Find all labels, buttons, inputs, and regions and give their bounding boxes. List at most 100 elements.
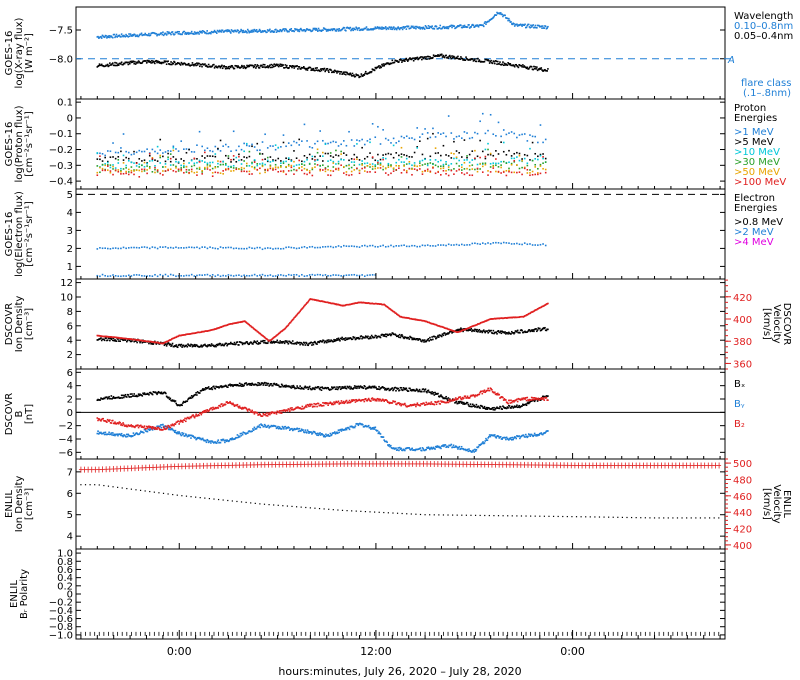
data-point	[437, 392, 439, 395]
data-point	[485, 58, 488, 61]
data-point	[269, 156, 272, 158]
data-point	[200, 63, 203, 66]
data-point	[523, 167, 526, 170]
data-point	[463, 26, 465, 28]
data-point	[264, 171, 266, 174]
data-point	[307, 430, 310, 433]
data-point	[322, 68, 325, 71]
data-point	[546, 27, 548, 29]
data-point	[243, 150, 245, 153]
data-point	[159, 138, 162, 141]
data-point	[170, 33, 172, 36]
data-point	[292, 65, 295, 68]
data-point	[323, 67, 326, 70]
data-point	[335, 70, 338, 73]
data-point	[119, 340, 121, 343]
data-point	[516, 329, 519, 332]
data-point	[245, 144, 248, 147]
data-point	[329, 340, 332, 343]
data-point	[471, 159, 474, 161]
data-point	[198, 161, 201, 163]
data-point	[404, 60, 406, 62]
data-point	[407, 59, 410, 61]
data-point	[481, 112, 484, 115]
data-point	[492, 16, 495, 19]
data-point	[272, 64, 274, 67]
data-point	[246, 65, 249, 68]
data-point	[261, 158, 264, 161]
data-point	[497, 153, 500, 155]
data-point	[252, 30, 255, 33]
data-point	[426, 170, 429, 172]
data-point	[159, 33, 161, 36]
data-point	[214, 145, 217, 148]
data-point	[416, 146, 419, 148]
data-point	[528, 66, 531, 69]
data-point	[217, 247, 219, 250]
data-point	[261, 66, 264, 69]
data-point	[193, 343, 196, 346]
data-point	[138, 176, 141, 178]
data-point	[266, 342, 269, 345]
data-point	[232, 30, 234, 32]
data-point	[381, 386, 384, 388]
data-point	[384, 167, 387, 170]
data-point	[277, 384, 280, 387]
data-point	[141, 246, 143, 249]
data-point	[183, 30, 186, 33]
data-point	[524, 330, 526, 333]
data-point	[298, 341, 301, 344]
data-point	[387, 307, 390, 309]
data-point	[112, 173, 114, 176]
data-point	[489, 153, 492, 156]
data-point	[427, 338, 430, 340]
data-point	[240, 170, 243, 173]
data-point	[224, 65, 226, 68]
data-point	[539, 163, 542, 166]
data-point	[283, 342, 286, 345]
data-point	[190, 397, 192, 399]
data-point	[474, 131, 476, 134]
data-point	[275, 383, 278, 385]
data-point	[291, 385, 293, 387]
data-point	[204, 166, 206, 169]
data-point	[379, 167, 382, 169]
data-point	[358, 246, 361, 248]
data-point	[259, 149, 261, 151]
data-point	[354, 387, 357, 389]
data-point	[477, 330, 479, 333]
data-point	[392, 170, 395, 172]
data-point	[280, 428, 283, 430]
data-point	[266, 159, 269, 162]
data-point	[345, 173, 348, 176]
data-point	[337, 245, 340, 247]
data-point	[501, 63, 503, 66]
data-point	[115, 62, 118, 64]
data-point	[305, 67, 308, 70]
data-point	[355, 73, 357, 76]
data-point	[365, 26, 368, 28]
data-point	[319, 388, 321, 391]
data-point	[211, 274, 214, 276]
data-point	[326, 434, 329, 437]
data-point	[358, 163, 361, 166]
data-point	[101, 160, 104, 162]
data-point	[311, 388, 313, 391]
data-point	[106, 169, 109, 171]
data-point	[359, 75, 362, 78]
data-point	[421, 56, 424, 58]
data-point	[207, 66, 209, 68]
data-point	[285, 66, 287, 69]
data-point	[269, 164, 272, 167]
data-point	[339, 386, 341, 388]
data-point	[332, 140, 335, 143]
data-point	[127, 159, 130, 162]
data-point	[297, 29, 300, 31]
data-point	[151, 61, 154, 64]
data-point	[279, 63, 282, 66]
y-tick-label: −4	[58, 435, 73, 446]
data-point	[350, 173, 353, 176]
data-point	[387, 445, 390, 447]
data-point	[209, 169, 211, 171]
data-point	[272, 340, 275, 343]
